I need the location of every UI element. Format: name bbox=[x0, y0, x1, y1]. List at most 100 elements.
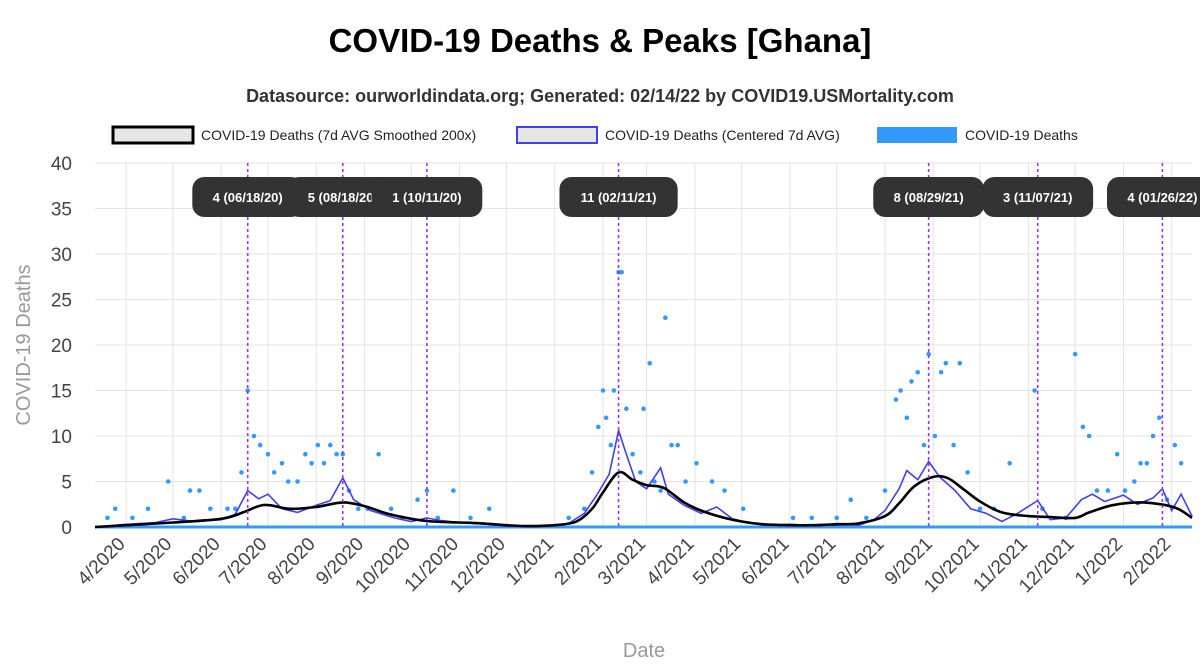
x-tick-label: 4/2020 bbox=[74, 534, 130, 590]
data-point bbox=[683, 479, 688, 484]
data-point bbox=[951, 442, 956, 448]
chart-subtitle: Datasource: ourworldindata.org; Generate… bbox=[246, 86, 954, 106]
peak-label-box bbox=[371, 177, 483, 217]
legend: COVID-19 Deaths (7d AVG Smoothed 200x) CO… bbox=[111, 125, 1078, 145]
data-point bbox=[790, 515, 796, 521]
data-point bbox=[486, 506, 492, 512]
data-point bbox=[740, 506, 746, 512]
data-point bbox=[271, 470, 277, 475]
data-point bbox=[295, 479, 300, 484]
peak-label: 8 (08/29/21) bbox=[894, 190, 964, 205]
peak-label-box bbox=[287, 177, 399, 217]
data-point bbox=[257, 442, 263, 448]
data-point bbox=[303, 451, 308, 457]
x-axis-title: Date bbox=[623, 640, 665, 662]
data-point bbox=[663, 315, 668, 321]
legend-label: COVID-19 Deaths (Centered 7d AVG) bbox=[605, 127, 840, 143]
x-tick-label: 8/2021 bbox=[833, 534, 889, 590]
data-point bbox=[415, 497, 420, 503]
data-point bbox=[340, 451, 346, 457]
data-point bbox=[898, 388, 903, 393]
x-tick-label: 8/2020 bbox=[264, 534, 320, 590]
y-tick-label: 15 bbox=[51, 382, 72, 403]
data-point bbox=[239, 470, 244, 475]
legend-label: COVID-19 Deaths (7d AVG Smoothed 200x) bbox=[201, 127, 476, 143]
data-point bbox=[321, 461, 327, 466]
data-point bbox=[977, 506, 983, 512]
peak-label-box bbox=[192, 177, 304, 217]
data-point bbox=[926, 351, 931, 357]
y-tick-label: 35 bbox=[51, 200, 72, 221]
data-point bbox=[638, 470, 643, 475]
x-tick-label: 2/2022 bbox=[1119, 534, 1175, 590]
x-tick-label: 5/2021 bbox=[689, 534, 745, 590]
data-point bbox=[882, 488, 888, 493]
x-tick-label: 5/2020 bbox=[120, 534, 176, 590]
data-point bbox=[1072, 351, 1078, 357]
data-point bbox=[451, 488, 456, 493]
data-point bbox=[641, 406, 646, 412]
data-point bbox=[1007, 461, 1012, 466]
data-point bbox=[105, 515, 110, 521]
peak-label-box bbox=[873, 177, 985, 217]
data-point bbox=[279, 461, 285, 466]
peak-label-box bbox=[559, 177, 678, 217]
data-point bbox=[309, 461, 314, 466]
data-point bbox=[1138, 461, 1143, 466]
data-point bbox=[424, 488, 430, 493]
data-point bbox=[915, 370, 921, 375]
peak-label: 1 (10/11/20) bbox=[392, 190, 461, 205]
data-point bbox=[1086, 433, 1092, 439]
data-point bbox=[1114, 451, 1120, 457]
x-tick-label: 1/2021 bbox=[502, 534, 558, 590]
data-point bbox=[694, 461, 699, 466]
data-point bbox=[376, 451, 381, 457]
data-point bbox=[1032, 388, 1037, 393]
data-point bbox=[848, 497, 854, 503]
data-point bbox=[834, 515, 840, 521]
peak-label: 4 (01/26/22) bbox=[1127, 190, 1197, 205]
data-point bbox=[943, 360, 949, 366]
series-daily-points bbox=[105, 269, 1184, 521]
data-point bbox=[468, 515, 473, 521]
x-tick-label: 6/2020 bbox=[169, 534, 225, 590]
data-point bbox=[1178, 461, 1184, 466]
y-tick-label: 0 bbox=[61, 518, 72, 539]
data-point bbox=[675, 442, 681, 448]
data-point bbox=[566, 515, 572, 521]
y-tick-label: 40 bbox=[51, 154, 72, 175]
data-point bbox=[864, 515, 869, 521]
data-point bbox=[285, 479, 291, 484]
data-point bbox=[208, 506, 213, 512]
data-point bbox=[1150, 433, 1156, 439]
data-point bbox=[1172, 442, 1178, 448]
data-point bbox=[624, 406, 629, 412]
data-point bbox=[165, 479, 171, 484]
data-point bbox=[658, 488, 663, 493]
x-tick-label: 6/2021 bbox=[738, 534, 794, 590]
data-point bbox=[904, 415, 910, 421]
data-point bbox=[809, 515, 815, 521]
legend-swatch-centered bbox=[516, 126, 598, 144]
data-point bbox=[187, 488, 193, 493]
data-point bbox=[652, 479, 657, 484]
y-tick-label: 20 bbox=[51, 336, 72, 357]
data-point bbox=[197, 488, 202, 493]
peak-label-box bbox=[982, 177, 1094, 217]
data-point bbox=[909, 379, 914, 384]
data-point bbox=[1156, 415, 1162, 421]
data-point bbox=[315, 442, 321, 448]
peak-label: 5 (08/18/20) bbox=[308, 190, 378, 205]
peak-label: 11 (02/11/21) bbox=[581, 190, 657, 205]
x-tick-label: 1/2022 bbox=[1071, 534, 1127, 590]
data-point bbox=[145, 506, 151, 512]
data-point bbox=[334, 451, 339, 457]
x-tick-label: 2/2021 bbox=[551, 534, 607, 590]
peak-label: 4 (06/18/20) bbox=[213, 190, 283, 205]
data-point bbox=[603, 415, 609, 421]
data-point bbox=[1105, 488, 1111, 493]
data-point bbox=[265, 451, 271, 457]
x-tick-label: 3/2021 bbox=[594, 534, 650, 590]
legend-swatch-daily bbox=[877, 127, 957, 143]
